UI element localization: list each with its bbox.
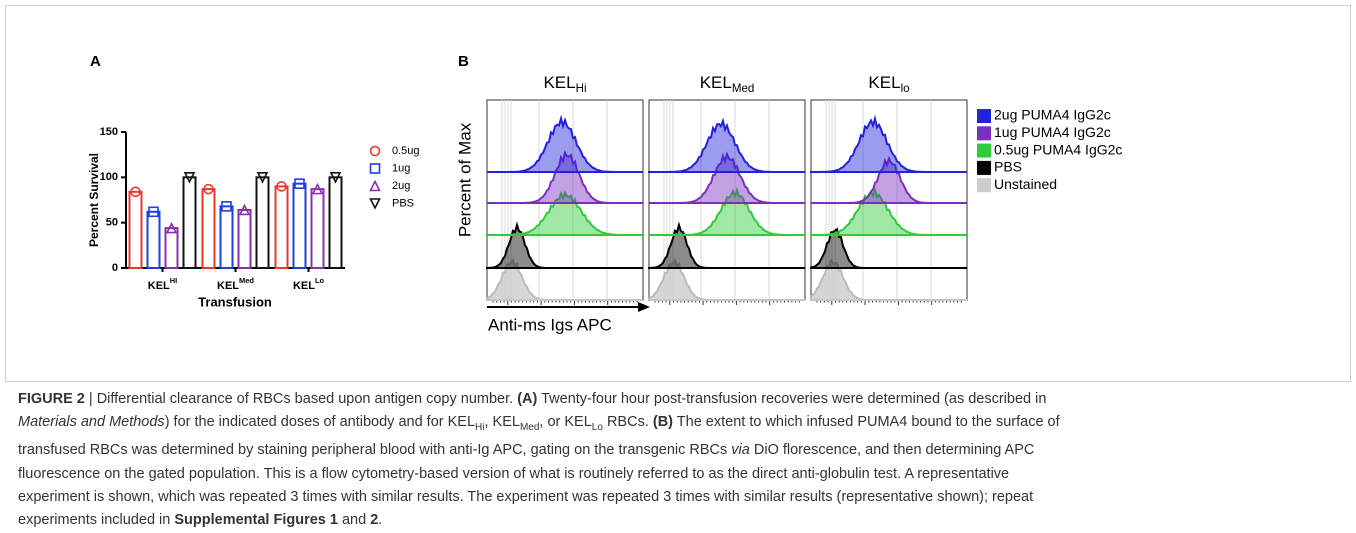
x-tick-label: KELMed (217, 276, 254, 292)
caption-text: Supplemental Figures 1 (174, 512, 338, 529)
bar (328, 176, 343, 269)
x-tick-label-base: KEL (217, 280, 239, 292)
caption-text: 2 (370, 512, 379, 529)
y-tick-label: 0 (112, 262, 118, 274)
point (238, 203, 251, 216)
x-tick-label-base: KEL (293, 280, 315, 292)
bar (182, 176, 197, 269)
bar (237, 208, 252, 269)
panel-title: KELlo (868, 73, 909, 95)
caption-text: Med (519, 422, 540, 434)
panel-title-script: Hi (576, 83, 587, 95)
bar (201, 188, 216, 269)
y-tick-label: 100 (100, 171, 118, 183)
y-tick-label: 150 (100, 126, 118, 138)
point (369, 179, 381, 192)
legend-label: PBS (392, 197, 414, 209)
caption-text: . (378, 512, 383, 529)
caption-text: Lo (591, 422, 603, 434)
x-axis-label: Transfusion (198, 294, 272, 309)
caption-text: via (731, 442, 750, 459)
panel-title-base: KEL (700, 73, 732, 92)
caption-text: Hi (475, 422, 485, 434)
bar (219, 205, 234, 269)
legend-label: Unstained (994, 176, 1057, 192)
caption-text: Twenty-four hour post-transfusion recove… (537, 391, 1047, 407)
x-tick-label-base: KEL (148, 280, 170, 292)
legend-swatch (977, 160, 991, 175)
caption-text: and (337, 512, 371, 529)
caption-text: experiments included in (18, 512, 175, 529)
x-tick-label-script: Med (239, 276, 254, 285)
x-tick-label-script: HI (170, 276, 177, 285)
point (369, 145, 381, 157)
legend-label: 0.5ug PUMA4 IgG2c (994, 141, 1122, 157)
legend-swatch (977, 126, 991, 141)
point (369, 163, 381, 174)
bar (146, 210, 161, 269)
legend-label: 2ug (392, 180, 410, 192)
caption-text: (A) (517, 391, 538, 407)
caption-text: , KEL (484, 414, 520, 431)
caption-text: FIGURE 2 (18, 391, 85, 407)
figure: A 0 50 100 150 Percent Survival Transfusion KEL… (5, 5, 1351, 382)
point (203, 183, 214, 195)
caption-text: (B) (652, 414, 674, 431)
point (130, 186, 141, 198)
caption-text: fluorescence on the gated population. Th… (18, 465, 1010, 482)
panel-title-script: lo (901, 83, 910, 95)
x-tick-label-script: Lo (315, 276, 325, 285)
caption-text: , or KEL (539, 414, 592, 431)
point (183, 172, 196, 184)
point (294, 178, 305, 189)
y-axis-label: Percent of Max (455, 122, 474, 237)
legend-label: 0.5ug (392, 145, 420, 157)
point (276, 181, 287, 192)
bar (164, 227, 179, 270)
x-tick-label: KELHI (148, 276, 177, 292)
panel-label: B (458, 53, 469, 70)
caption-text: experiment is shown, which was repeated … (18, 489, 1034, 506)
x-axis-label: Anti-ms Igs APC (488, 315, 612, 334)
caption-text: The extent to which infused PUMA4 bound … (673, 414, 1060, 431)
bar (292, 182, 307, 269)
legend-swatch (977, 109, 991, 123)
point (256, 172, 269, 184)
bar (310, 188, 325, 269)
caption-text: RBCs. (602, 414, 653, 431)
panel-label: A (90, 53, 101, 70)
caption-text: DiO florescence, and then determining AP… (749, 442, 1035, 459)
x-tick-label: KELLo (293, 276, 325, 292)
legend-label: PBS (994, 159, 1022, 175)
caption: FIGURE 2 | Differential clearance of RBC… (18, 388, 1060, 533)
y-tick-label: 50 (106, 217, 118, 229)
point (165, 221, 178, 234)
point (148, 206, 159, 218)
legend-swatch (977, 178, 991, 193)
caption-text: ) for the indicated doses of antibody an… (164, 414, 476, 431)
panel-title: KELMed (700, 73, 755, 95)
point (221, 201, 232, 212)
legend-label: 1ug PUMA4 IgG2c (994, 124, 1111, 140)
y-axis-label: Percent Survival (87, 153, 101, 247)
legend-swatch (977, 143, 991, 158)
panel-title-base: KEL (543, 73, 575, 92)
bar (274, 185, 289, 269)
legend-label: 1ug (392, 162, 410, 174)
figure-border (5, 5, 1351, 382)
arrow-head (638, 302, 650, 312)
point (329, 172, 342, 184)
panel-title-base: KEL (868, 73, 900, 92)
caption-text: Materials and Methods (18, 414, 165, 431)
caption-text: transfused RBCs was determined by staini… (18, 442, 732, 459)
point (311, 182, 324, 195)
panel-title-script: Med (732, 83, 754, 95)
legend-label: 2ug PUMA4 IgG2c (994, 107, 1111, 123)
caption-text: | Differential clearance of RBCs based u… (84, 391, 518, 407)
bar (255, 176, 270, 269)
panel-title: KELHi (543, 73, 586, 95)
bar (128, 190, 143, 269)
point (369, 198, 381, 210)
